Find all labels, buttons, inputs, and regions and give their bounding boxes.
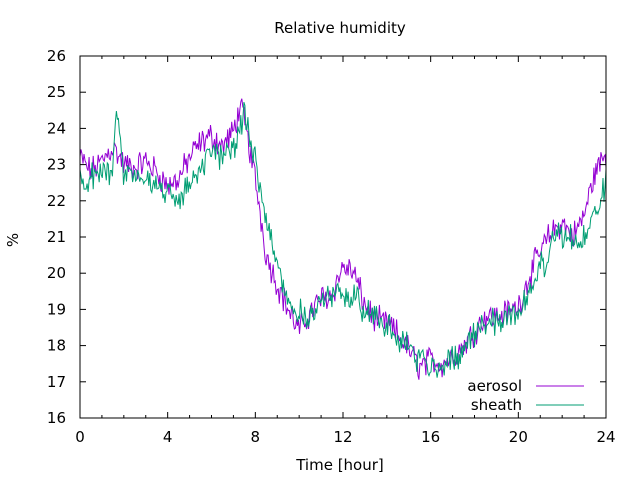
x-tick-label: 0 xyxy=(75,428,85,446)
legend-label-sheath: sheath xyxy=(471,396,522,414)
y-tick-label: 25 xyxy=(47,83,66,101)
x-tick-label: 8 xyxy=(251,428,261,446)
x-axis-label: Time [hour] xyxy=(295,456,384,474)
y-tick-label: 24 xyxy=(47,119,66,137)
plot-frame xyxy=(79,55,607,419)
y-tick-label: 20 xyxy=(47,264,66,282)
x-tick-label: 20 xyxy=(509,428,528,446)
x-tick-label: 24 xyxy=(596,428,615,446)
series-line-sheath xyxy=(79,101,607,378)
y-axis-label: % xyxy=(4,233,22,247)
tick-layer: 16 17 18 19 20 21 22 23 24 25 26 0 4 8 12 16 20 24 xyxy=(47,47,616,446)
y-tick-label: 19 xyxy=(47,300,66,318)
legend-label-aerosol: aerosol xyxy=(467,377,522,395)
y-tick-label: 21 xyxy=(47,228,66,246)
x-tick-label: 12 xyxy=(333,428,352,446)
y-tick-label: 26 xyxy=(47,47,66,65)
y-tick-label: 22 xyxy=(47,192,66,210)
x-tick-label: 4 xyxy=(163,428,173,446)
chart-title: Relative humidity xyxy=(274,19,406,37)
y-tick-label: 16 xyxy=(47,409,66,427)
y-tick-label: 18 xyxy=(47,337,66,355)
x-tick-label: 16 xyxy=(421,428,440,446)
y-tick-label: 23 xyxy=(47,156,66,174)
series-layer xyxy=(79,98,607,380)
series-line-aerosol xyxy=(79,98,607,380)
y-tick-label: 17 xyxy=(47,373,66,391)
